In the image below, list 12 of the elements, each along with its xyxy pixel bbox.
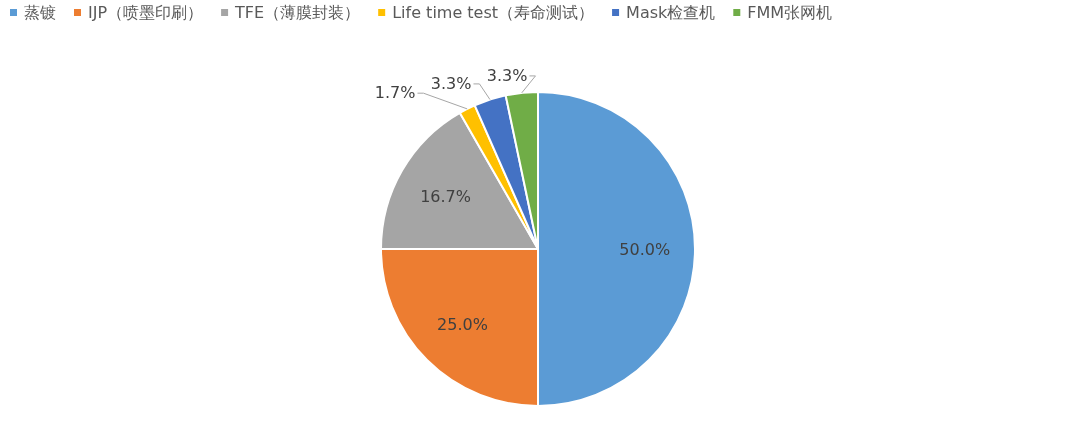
data-label: 16.7% xyxy=(420,186,472,206)
data-label: 3.3% xyxy=(430,73,472,93)
data-label: 50.0% xyxy=(619,240,671,259)
legend-label: Life time test（寿命测试） xyxy=(392,3,595,22)
legend-label: IJP（喷墨印刷） xyxy=(88,3,204,22)
legend-label: FMM张网机 xyxy=(747,3,833,22)
data-label: 25.0% xyxy=(437,315,488,335)
legend-label: Mask检查机 xyxy=(626,3,716,22)
legend-label: 蒸镀 xyxy=(24,3,56,22)
data-label: 1.7% xyxy=(374,83,416,103)
data-label: 3.3% xyxy=(486,65,528,85)
legend-label: TFE（薄膜封装） xyxy=(234,3,361,22)
